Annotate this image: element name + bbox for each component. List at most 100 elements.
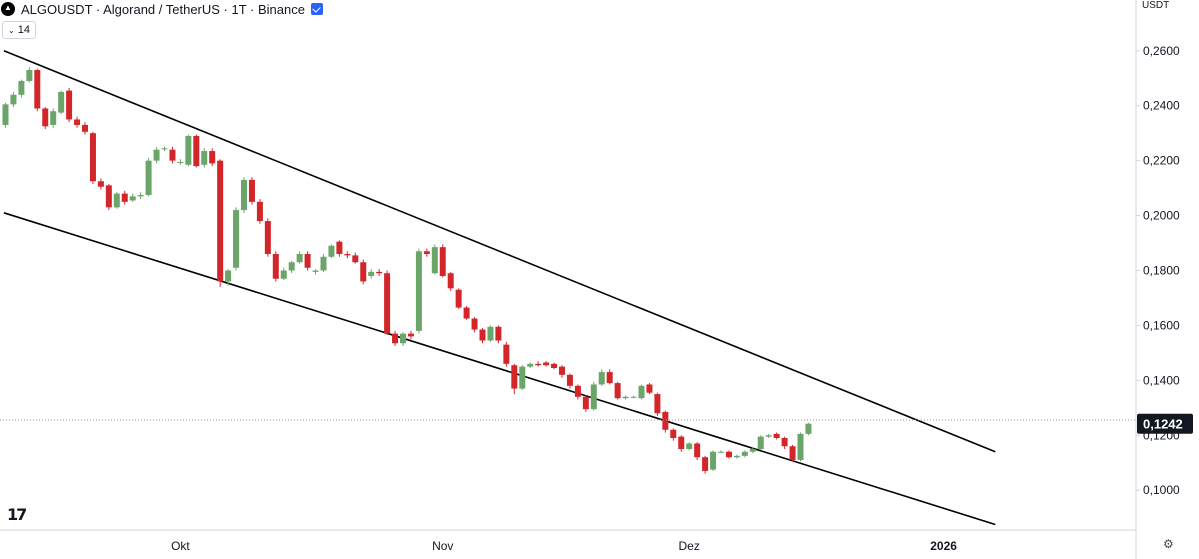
symbol-title[interactable]: ALGOUSDT · Algorand / TetherUS · 1T · Bi…: [21, 1, 305, 17]
algorand-logo-icon: [1, 2, 15, 16]
candle-body: [344, 254, 351, 256]
candle: [272, 251, 279, 282]
candle-body: [495, 326, 502, 341]
candle-body: [400, 333, 406, 344]
candle: [376, 269, 383, 276]
candle-body: [519, 366, 526, 389]
candle: [543, 361, 550, 367]
candle: [646, 383, 653, 395]
candle-body: [527, 363, 534, 367]
candle: [34, 68, 41, 112]
candle-body: [741, 451, 748, 456]
candle: [89, 131, 96, 184]
candle-body: [241, 179, 247, 211]
trendline-upper[interactable]: [3, 50, 996, 453]
candle-body: [511, 365, 518, 389]
candle: [495, 325, 502, 344]
gear-icon[interactable]: ⚙: [1163, 537, 1174, 551]
time-axis[interactable]: Okt Nov Dez 2026: [171, 539, 957, 553]
candle: [97, 178, 104, 190]
candle: [519, 365, 526, 390]
candle-body: [805, 423, 812, 434]
candle: [18, 79, 25, 98]
candle: [2, 102, 9, 128]
indicator-toggle[interactable]: ⌄ 14: [2, 21, 36, 39]
candle-body: [34, 70, 41, 109]
candle: [423, 248, 430, 257]
candle-body: [18, 81, 25, 95]
candle: [789, 444, 796, 462]
candle-body: [614, 383, 621, 399]
candle-body: [407, 333, 414, 337]
candle: [670, 428, 677, 441]
time-tick-label: Dez: [679, 539, 700, 553]
currency-label[interactable]: USDT: [1142, 0, 1170, 11]
candle: [177, 159, 184, 165]
candle-body: [137, 194, 144, 197]
last-price-box: [1137, 413, 1193, 434]
candle: [535, 361, 542, 367]
price-axis[interactable]: 0,2600 0,2400 0,2200 0,2000 0,1800 0,1600 0,14…: [1136, 44, 1180, 497]
candle-body: [702, 457, 709, 471]
candle: [225, 269, 232, 286]
candle: [622, 395, 629, 400]
time-tick-label: Okt: [171, 539, 190, 553]
candle: [415, 248, 422, 334]
candle: [582, 395, 589, 412]
candle: [161, 146, 168, 152]
candle: [439, 244, 446, 278]
verified-flag-icon: [310, 3, 323, 15]
tradingview-logo-icon[interactable]: 17: [7, 505, 27, 524]
candle: [662, 410, 669, 433]
candle: [121, 190, 128, 205]
candle-body: [2, 104, 9, 125]
candle: [630, 395, 637, 399]
candle-body: [288, 262, 295, 271]
candle-body: [654, 394, 661, 414]
candle: [248, 177, 255, 205]
candle-body: [296, 254, 303, 263]
candle: [328, 244, 335, 259]
candle: [193, 134, 200, 168]
candle: [725, 450, 732, 459]
candle-body: [455, 289, 462, 308]
candle: [42, 107, 49, 130]
candle-body: [376, 271, 383, 274]
candle: [757, 435, 764, 451]
candle: [678, 435, 685, 452]
candle: [797, 432, 804, 462]
candle-body: [384, 273, 391, 334]
chart-header[interactable]: ALGOUSDT · Algorand / TetherUS · 1T · Bi…: [0, 0, 323, 18]
candle-body: [638, 385, 645, 399]
price-tick-label: 0,1800: [1143, 263, 1180, 277]
candle-body: [74, 119, 81, 125]
candle: [694, 442, 701, 460]
candle-body: [471, 318, 478, 330]
candle-body: [670, 429, 677, 439]
candle: [233, 207, 240, 271]
candle: [304, 251, 311, 271]
candle-body: [185, 135, 192, 165]
candle: [574, 384, 581, 400]
candle-body: [89, 133, 96, 182]
candle-body: [606, 372, 613, 384]
candle-body: [368, 271, 375, 276]
candle-body: [415, 251, 422, 331]
time-tick-label: Nov: [432, 539, 453, 553]
candle-body: [439, 247, 446, 276]
candle: [606, 369, 613, 385]
candle-body: [781, 438, 788, 447]
candle-body: [312, 270, 319, 272]
candle-body: [622, 396, 629, 399]
candle-body: [447, 273, 454, 289]
price-tick-label: 0,2000: [1143, 209, 1180, 223]
price-tick-label: 0,2400: [1143, 99, 1180, 113]
candle: [58, 90, 65, 114]
trendline-lower[interactable]: [3, 212, 996, 526]
candle: [638, 384, 645, 400]
candle: [137, 192, 144, 200]
candle: [781, 436, 788, 449]
candle-body: [217, 160, 224, 282]
candle: [360, 259, 367, 285]
